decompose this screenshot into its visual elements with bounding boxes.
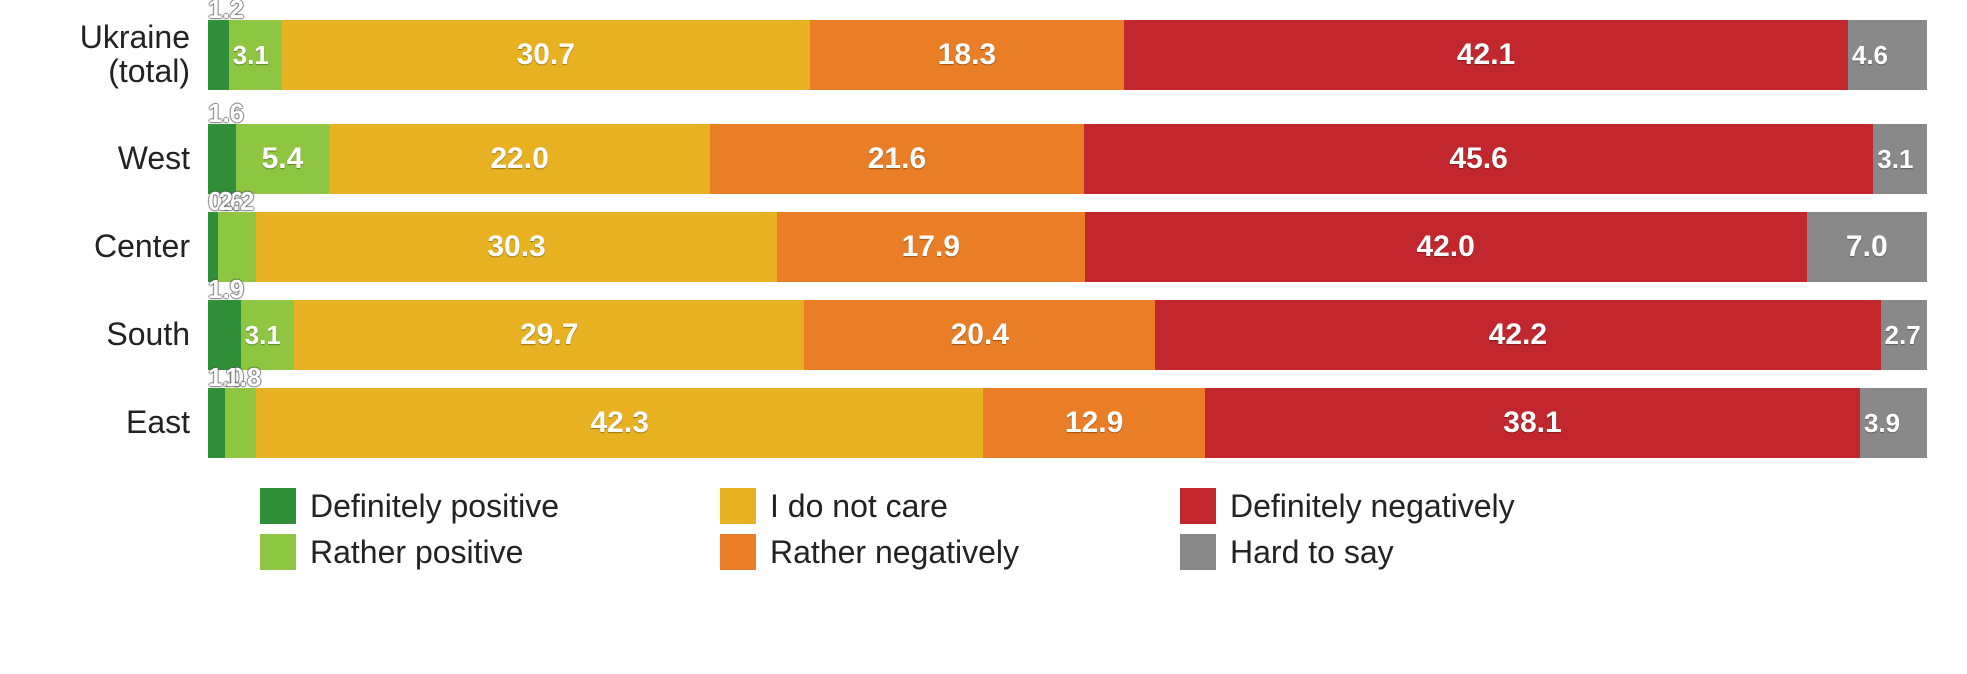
chart-row: East1.01.8 42.3 12.9 38.1 3.9: [40, 388, 1927, 458]
row-gap: [40, 282, 1927, 300]
bar-segment: 45.6: [1084, 124, 1873, 194]
legend-item: I do not care: [720, 488, 1150, 524]
survey-stacked-bar-chart: Ukraine(total)1.23.130.718.342.14.6West1…: [0, 0, 1967, 590]
bar-segment: 42.1: [1124, 20, 1848, 90]
row-label: Center: [40, 230, 208, 264]
legend-label: Hard to say: [1230, 536, 1394, 568]
bar-segment: 12.9: [983, 388, 1205, 458]
bar-segment: 0.6: [208, 212, 218, 282]
row-label: Ukraine(total): [40, 21, 208, 88]
segment-value-label: 42.2: [1489, 318, 1547, 352]
bar-segment: 17.9: [777, 212, 1085, 282]
legend-swatch: [260, 488, 296, 524]
bar-segment: 5.4: [236, 124, 329, 194]
legend-item: Definitely negatively: [1180, 488, 1610, 524]
segment-value-label: 42.1: [1457, 38, 1515, 72]
bar-segment: 3.9: [1860, 388, 1927, 458]
bar-segment: 22.0: [329, 124, 710, 194]
legend-label: I do not care: [770, 490, 948, 522]
legend-label: Rather positive: [310, 536, 523, 568]
bar-segment: 18.3: [810, 20, 1125, 90]
bar-segment: 42.2: [1155, 300, 1880, 370]
bar-segment: 2.7: [1881, 300, 1927, 370]
legend-swatch: [720, 488, 756, 524]
legend-item: Definitely positive: [260, 488, 690, 524]
segment-value-label: 3.9: [1864, 408, 1900, 439]
segment-value-label: 21.6: [868, 142, 926, 176]
stacked-bar: 1.01.8 42.3 12.9 38.1 3.9: [208, 388, 1927, 458]
stacked-bar: 1.23.1 30.7 18.3 42.1 4.6: [208, 20, 1927, 90]
legend-item: Hard to say: [1180, 534, 1610, 570]
segment-value-label: 2.2: [218, 186, 254, 217]
segment-value-label: 45.6: [1449, 142, 1507, 176]
row-gap: [40, 90, 1927, 124]
stacked-bar: 1.93.1 29.7 20.4 42.2 2.7: [208, 300, 1927, 370]
bar-segment: 21.6: [710, 124, 1084, 194]
chart-row: South1.93.1 29.7 20.4 42.2 2.7: [40, 300, 1927, 370]
bar-segment: 3.1: [229, 20, 282, 90]
segment-value-label: 12.9: [1065, 406, 1123, 440]
row-label: South: [40, 318, 208, 352]
bar-segment: 30.7: [282, 20, 810, 90]
segment-value-label: 30.3: [487, 230, 545, 264]
bar-segment: 7.0: [1807, 212, 1927, 282]
stacked-bar: 0.62.2 30.3 17.9 42.0 7.0: [208, 212, 1927, 282]
segment-value-label: 38.1: [1503, 406, 1561, 440]
bar-segment: 42.0: [1085, 212, 1807, 282]
bar-segment: 1.8: [225, 388, 256, 458]
bar-segment: 3.1: [1873, 124, 1927, 194]
legend-label: Definitely positive: [310, 490, 559, 522]
segment-value-label: 7.0: [1846, 230, 1888, 264]
bar-segment: 1.2: [208, 20, 229, 90]
stacked-bar: 1.6 5.4 22.0 21.6 45.6 3.1: [208, 124, 1927, 194]
bar-segment: 1.0: [208, 388, 225, 458]
row-gap: [40, 370, 1927, 388]
segment-value-label: 29.7: [520, 318, 578, 352]
bar-segment: 3.1: [241, 300, 294, 370]
legend-label: Definitely negatively: [1230, 490, 1515, 522]
segment-value-label: 1.9: [208, 274, 244, 305]
bar-segment: 2.2: [218, 212, 256, 282]
segment-value-label: 17.9: [902, 230, 960, 264]
segment-value-label: 42.0: [1416, 230, 1474, 264]
bar-segment: 30.3: [256, 212, 777, 282]
chart-row: West1.6 5.4 22.0 21.6 45.6 3.1: [40, 124, 1927, 194]
chart-row: Ukraine(total)1.23.1 30.7 18.3 42.1 4.6: [40, 20, 1927, 90]
segment-value-label: 30.7: [517, 38, 575, 72]
bar-segment: 4.6: [1848, 20, 1927, 90]
legend-swatch: [1180, 488, 1216, 524]
row-gap: [40, 194, 1927, 212]
segment-value-label: 3.1: [233, 40, 269, 71]
segment-value-label: 4.6: [1852, 40, 1888, 71]
legend-item: Rather negatively: [720, 534, 1150, 570]
segment-value-label: 22.0: [490, 142, 548, 176]
legend-label: Rather negatively: [770, 536, 1019, 568]
bar-segment: 20.4: [804, 300, 1155, 370]
bar-segment: 38.1: [1205, 388, 1860, 458]
bar-segment: 1.9: [208, 300, 241, 370]
chart-row: Center0.62.2 30.3 17.9 42.0 7.0: [40, 212, 1927, 282]
segment-value-label: 3.1: [1877, 144, 1913, 175]
legend-swatch: [260, 534, 296, 570]
segment-value-label: 3.1: [245, 320, 281, 351]
bar-segment: 42.3: [256, 388, 983, 458]
segment-value-label: 42.3: [590, 406, 648, 440]
row-label: West: [40, 142, 208, 176]
row-label: East: [40, 406, 208, 440]
bar-segment: 1.6: [208, 124, 236, 194]
legend-swatch: [720, 534, 756, 570]
segment-value-label: 18.3: [938, 38, 996, 72]
segment-value-label: 20.4: [951, 318, 1009, 352]
legend-item: Rather positive: [260, 534, 690, 570]
segment-value-label: 5.4: [262, 142, 304, 176]
chart-legend: Definitely positive Rather positive I do n…: [260, 488, 1927, 570]
bar-segment: 29.7: [294, 300, 805, 370]
chart-rows: Ukraine(total)1.23.130.718.342.14.6West1…: [40, 20, 1927, 458]
legend-swatch: [1180, 534, 1216, 570]
segment-value-label: 2.7: [1885, 320, 1921, 351]
